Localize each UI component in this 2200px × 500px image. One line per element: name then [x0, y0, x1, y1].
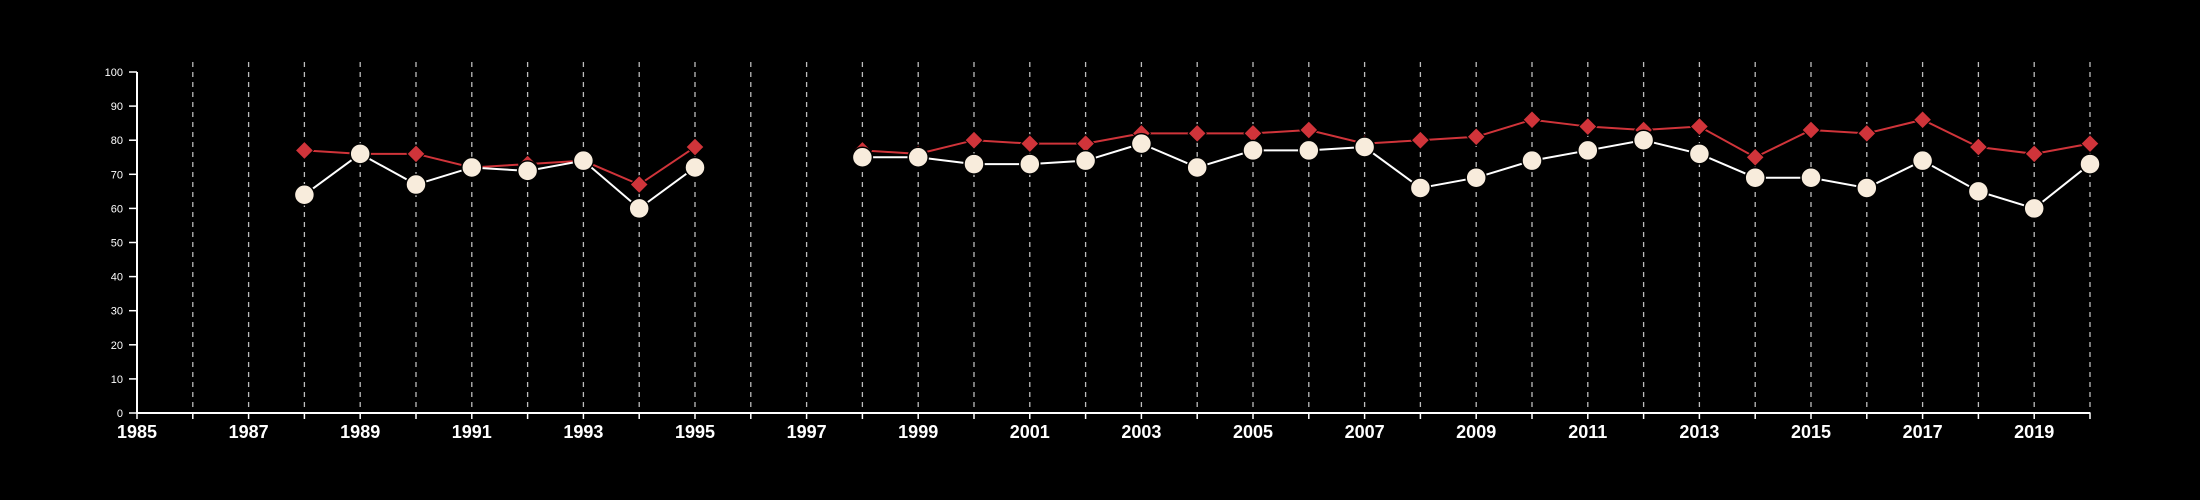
- point-diamond-2008: [1410, 130, 1431, 150]
- point-circle-2002: [1074, 149, 1097, 172]
- point-circle-1999: [907, 146, 929, 168]
- y-tick-label-60: 60: [111, 203, 123, 215]
- y-tick-label-80: 80: [111, 135, 123, 147]
- y-tick-label-40: 40: [111, 272, 123, 284]
- point-diamond-2010: [1522, 110, 1542, 130]
- point-diamond-2006: [1299, 120, 1319, 140]
- x-tick-label-1997: 1997: [787, 422, 827, 442]
- y-tick-label-50: 50: [111, 238, 123, 250]
- point-circle-2019: [2023, 197, 2045, 220]
- x-tick-label-2019: 2019: [2014, 422, 2054, 442]
- x-tick-label-1987: 1987: [229, 422, 269, 442]
- point-circle-2016: [1856, 177, 1878, 199]
- point-circle-2014: [1744, 166, 1766, 189]
- y-tick-label-0: 0: [117, 408, 123, 420]
- point-diamond-2016: [1857, 123, 1877, 144]
- point-circle-2011: [1577, 139, 1599, 162]
- point-circle-1991: [461, 156, 483, 179]
- series-circle: [293, 129, 2101, 220]
- point-diamond-1990: [406, 144, 426, 164]
- point-diamond-2000: [964, 130, 984, 150]
- point-circle-1989: [349, 143, 371, 165]
- y-tick-label-10: 10: [111, 374, 123, 386]
- point-circle-2012: [1632, 129, 1655, 151]
- x-tick-label-2017: 2017: [1903, 422, 1943, 442]
- x-tick-label-1993: 1993: [563, 422, 603, 442]
- x-tick-label-2005: 2005: [1233, 422, 1273, 442]
- x-tick-label-2007: 2007: [1345, 422, 1385, 442]
- point-diamond-2014: [1745, 147, 1765, 167]
- x-tick-label-2015: 2015: [1791, 422, 1831, 442]
- point-circle-2006: [1298, 139, 1320, 162]
- y-tick-label-70: 70: [111, 169, 123, 181]
- point-diamond-2013: [1689, 116, 1710, 137]
- point-diamond-2017: [1912, 110, 1933, 130]
- point-diamond-2019: [2024, 144, 2044, 164]
- point-diamond-2004: [1187, 123, 1207, 144]
- point-diamond-2001: [1020, 133, 1040, 154]
- point-circle-2004: [1186, 156, 1208, 179]
- x-tick-label-1995: 1995: [675, 422, 715, 442]
- x-tick-label-1999: 1999: [898, 422, 938, 442]
- point-diamond-2011: [1578, 116, 1598, 137]
- point-circle-2009: [1465, 166, 1487, 189]
- point-diamond-2018: [1968, 137, 1989, 157]
- x-tick-label-2001: 2001: [1010, 422, 1050, 442]
- y-tick-label-90: 90: [111, 101, 123, 113]
- point-circle-1998: [851, 146, 874, 168]
- axes: 0 10 20 30 40 50 60 70 80 90 100 1985 1987 1989 1991 19…: [105, 67, 2091, 442]
- point-circle-1995: [684, 156, 706, 179]
- y-tick-label-20: 20: [111, 340, 123, 352]
- vertical-gridlines: [192, 62, 2091, 413]
- y-tick-label-30: 30: [111, 306, 123, 318]
- point-circle-2020: [2079, 153, 2101, 175]
- series-group: [293, 110, 2101, 220]
- point-circle-2013: [1688, 143, 1711, 165]
- point-circle-1993: [572, 149, 595, 172]
- point-circle-2001: [1019, 153, 1041, 175]
- point-circle-2003: [1130, 132, 1153, 155]
- point-diamond-2009: [1466, 127, 1486, 147]
- x-tick-label-1989: 1989: [340, 422, 380, 442]
- point-diamond-1994: [629, 174, 649, 195]
- point-circle-2017: [1911, 149, 1934, 172]
- point-diamond-1995: [685, 137, 705, 157]
- point-diamond-2020: [2080, 133, 2100, 154]
- x-tick-label-2009: 2009: [1456, 422, 1496, 442]
- point-circle-2015: [1800, 166, 1822, 189]
- x-tick-label-2013: 2013: [1679, 422, 1719, 442]
- y-tick-label-100: 100: [105, 67, 123, 79]
- x-tick-label-1991: 1991: [452, 422, 492, 442]
- point-circle-1994: [628, 197, 650, 220]
- point-circle-2018: [1967, 180, 1990, 203]
- point-circle-2007: [1353, 136, 1376, 158]
- point-circle-2008: [1409, 177, 1432, 199]
- point-circle-2000: [963, 153, 985, 175]
- point-circle-2005: [1242, 139, 1264, 162]
- x-tick-label-2003: 2003: [1121, 422, 1161, 442]
- x-tick-label-2011: 2011: [1568, 422, 1607, 442]
- point-diamond-2015: [1801, 120, 1821, 140]
- point-diamond-1988: [294, 140, 315, 161]
- point-circle-1990: [405, 173, 427, 196]
- point-circle-1992: [516, 160, 539, 182]
- point-circle-2010: [1521, 149, 1543, 172]
- x-tick-label-1985: 1985: [117, 422, 157, 442]
- point-circle-1988: [293, 184, 316, 206]
